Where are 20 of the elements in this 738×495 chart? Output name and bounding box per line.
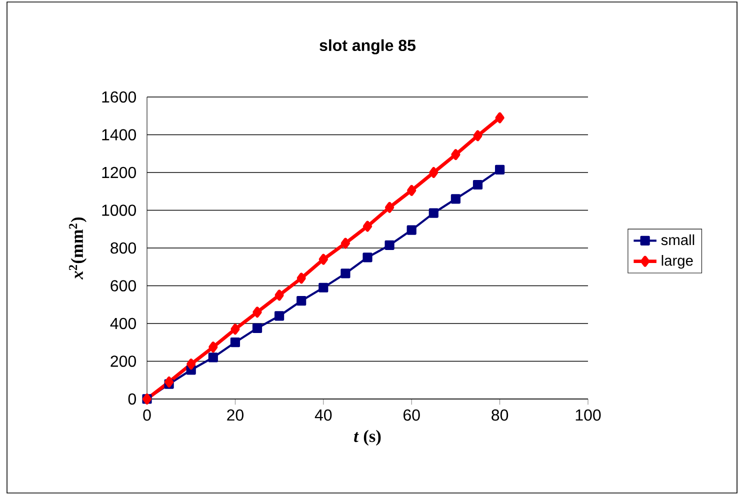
- x-axis-title: t (s): [354, 430, 381, 446]
- y-tick-label: 1400: [102, 129, 136, 140]
- chart-title: slot angle 85: [320, 39, 416, 54]
- y-tick-label: 1000: [102, 204, 136, 216]
- y-tick-label: 0: [128, 393, 136, 405]
- y-tick-label: 400: [110, 318, 136, 330]
- y-tick-label: 1600: [102, 91, 136, 103]
- y-tick-label: 1200: [102, 166, 136, 178]
- x-tick-label: 80: [492, 409, 508, 421]
- x-tick-label: 40: [314, 409, 332, 421]
- x-tick-label: 100: [576, 409, 601, 421]
- x-tick-label: 60: [404, 409, 420, 421]
- x-tick-label: 20: [227, 409, 244, 421]
- y-tick-label: 200: [110, 356, 136, 367]
- y-tick-label: 800: [110, 242, 136, 254]
- y-tick-label: 600: [110, 280, 136, 292]
- legend-label: large: [662, 255, 693, 269]
- x-tick-label: 0: [143, 409, 151, 421]
- legend-label: small: [661, 234, 694, 246]
- y-axis-title: x$^{2}$(mm$^{2}$): [69, 217, 87, 280]
